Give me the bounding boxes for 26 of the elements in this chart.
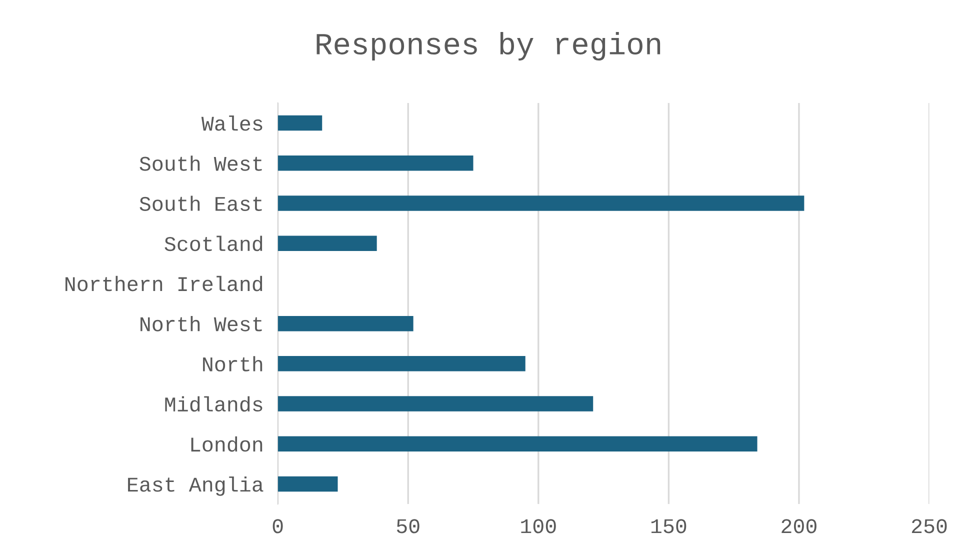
y-tick-label: Northern Ireland (66, 276, 262, 292)
bar (278, 115, 322, 131)
y-tick-label: South West (140, 156, 262, 171)
y-tick-label: East Anglia (128, 476, 264, 496)
y-tick-label: North West (140, 316, 262, 332)
x-tick-label: 150 (651, 519, 686, 534)
x-tick-label: 100 (521, 519, 556, 534)
bar (278, 316, 414, 332)
y-tick-label: London (191, 436, 262, 452)
y-tick-label: Wales (201, 115, 262, 131)
bar (278, 236, 377, 251)
y-tick-label: South East (140, 196, 262, 212)
bar (278, 156, 474, 171)
x-tick-label: 250 (912, 519, 947, 534)
x-tick-label: 0 (272, 519, 283, 534)
x-tick-label: 200 (782, 519, 816, 534)
bar (278, 476, 338, 492)
y-tick-label: Midlands (165, 396, 262, 412)
chart-title: Responses by region (316, 32, 660, 61)
bar (278, 436, 758, 452)
bar (278, 396, 594, 412)
y-tick-label: North (203, 356, 262, 372)
x-tick-label: 50 (396, 519, 420, 534)
y-tick-label: Scotland (164, 236, 262, 252)
bar (278, 196, 804, 211)
bar (278, 356, 526, 372)
